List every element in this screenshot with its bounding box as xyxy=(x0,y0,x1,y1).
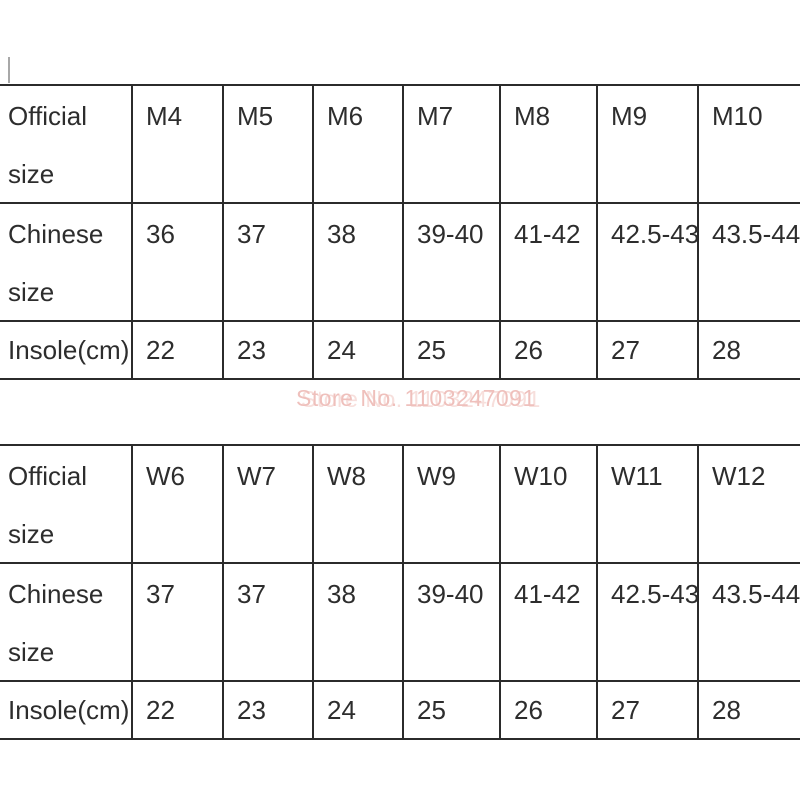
row-header: Chinese size xyxy=(0,562,133,682)
table-row: Official size M4 M5 M6 M7 M8 M9 M10 xyxy=(0,84,800,204)
row-header-line: Chinese xyxy=(8,219,104,249)
table-cell: M5 xyxy=(222,84,314,204)
table-cell: 37 xyxy=(222,562,314,682)
row-header-line: Official xyxy=(8,461,87,491)
table-cell: 36 xyxy=(131,202,224,322)
row-header-line: Official xyxy=(8,101,87,131)
table-cell: 27 xyxy=(596,680,699,740)
table-cell: 23 xyxy=(222,680,314,740)
table-cell: 38 xyxy=(312,562,404,682)
table-cell: W10 xyxy=(499,444,598,564)
row-header-line: Insole(cm) xyxy=(8,334,130,365)
table-cell: M8 xyxy=(499,84,598,204)
table-cell: 43.5-44 xyxy=(697,562,800,682)
row-header-line: size xyxy=(8,637,55,667)
table-row: Chinese size 36 37 38 39-40 41-42 42.5-4… xyxy=(0,202,800,322)
table-row: Insole(cm) 22 23 24 25 26 27 28 xyxy=(0,320,800,380)
table-cell: M7 xyxy=(402,84,501,204)
top-left-tick-mark xyxy=(8,57,10,83)
table-cell: 41-42 xyxy=(499,202,598,322)
table-cell: 42.5-43 xyxy=(596,202,699,322)
table-cell: 28 xyxy=(697,680,800,740)
row-header: Insole(cm) xyxy=(0,680,133,740)
row-header: Official size xyxy=(0,84,133,204)
table-cell: 39-40 xyxy=(402,202,501,322)
table-cell: 42.5-43 xyxy=(596,562,699,682)
womens-size-table: Official size W6 W7 W8 W9 W10 W11 W12 Ch… xyxy=(0,444,800,740)
table-cell: 27 xyxy=(596,320,699,380)
table-cell: 24 xyxy=(312,680,404,740)
mens-size-table: Official size M4 M5 M6 M7 M8 M9 M10 Chin… xyxy=(0,84,800,380)
table-row: Official size W6 W7 W8 W9 W10 W11 W12 xyxy=(0,444,800,564)
table-cell: W12 xyxy=(697,444,800,564)
table-cell: W9 xyxy=(402,444,501,564)
table-cell: 25 xyxy=(402,320,501,380)
row-header-line: size xyxy=(8,519,55,549)
table-cell: 38 xyxy=(312,202,404,322)
row-header: Official size xyxy=(0,444,133,564)
table-cell: 28 xyxy=(697,320,800,380)
table-cell: W6 xyxy=(131,444,224,564)
table-cell: 22 xyxy=(131,680,224,740)
table-cell: W11 xyxy=(596,444,699,564)
table-cell: 25 xyxy=(402,680,501,740)
table-cell: 43.5-44 xyxy=(697,202,800,322)
table-cell: M6 xyxy=(312,84,404,204)
table-cell: M9 xyxy=(596,84,699,204)
table-cell: 26 xyxy=(499,320,598,380)
table-cell: 37 xyxy=(222,202,314,322)
table-cell: 39-40 xyxy=(402,562,501,682)
table-cell: M10 xyxy=(697,84,800,204)
row-header-line: size xyxy=(8,159,55,189)
row-header: Insole(cm) xyxy=(0,320,133,380)
table-cell: 24 xyxy=(312,320,404,380)
row-header-line: size xyxy=(8,277,55,307)
table-row: Chinese size 37 37 38 39-40 41-42 42.5-4… xyxy=(0,562,800,682)
row-header: Chinese size xyxy=(0,202,133,322)
table-cell: W7 xyxy=(222,444,314,564)
table-cell: 26 xyxy=(499,680,598,740)
table-row: Insole(cm) 22 23 24 25 26 27 28 xyxy=(0,680,800,740)
table-cell: 22 xyxy=(131,320,224,380)
store-number-watermark: Store No. 1103247091 xyxy=(296,385,536,411)
table-cell: 41-42 xyxy=(499,562,598,682)
row-header-line: Chinese xyxy=(8,579,104,609)
row-header-line: Insole(cm) xyxy=(8,694,130,725)
table-cell: M4 xyxy=(131,84,224,204)
table-cell: 23 xyxy=(222,320,314,380)
table-cell: 37 xyxy=(131,562,224,682)
table-cell: W8 xyxy=(312,444,404,564)
